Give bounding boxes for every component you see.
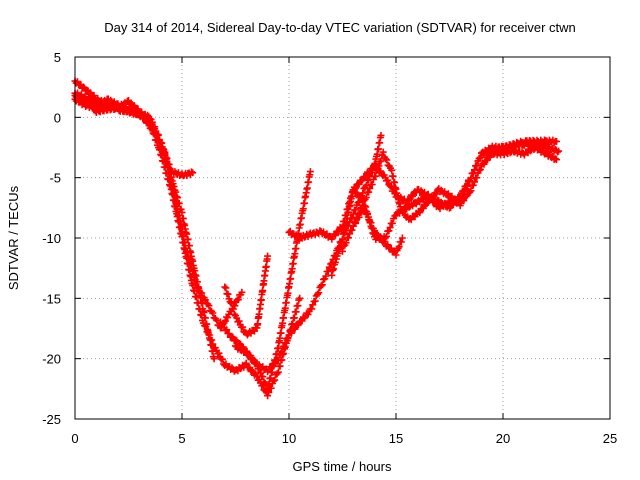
- y-tick-label: -20: [42, 352, 61, 367]
- y-tick-label: 0: [54, 110, 61, 125]
- y-tick-label: -5: [49, 171, 61, 186]
- y-tick-label: -15: [42, 291, 61, 306]
- series-track-11: [349, 203, 406, 259]
- series-track-6: [221, 252, 272, 339]
- x-tick-label: 0: [71, 431, 78, 446]
- x-tick-label: 25: [603, 431, 617, 446]
- y-tick-label: 5: [54, 50, 61, 65]
- series-markers: [221, 252, 272, 339]
- y-axis-title: SDTVAR / TECUs: [6, 185, 21, 290]
- y-tick-label: -25: [42, 412, 61, 427]
- series-markers: [349, 203, 406, 259]
- x-tick-label: 15: [389, 431, 403, 446]
- x-tick-label: 20: [496, 431, 510, 446]
- x-tick-label: 10: [282, 431, 296, 446]
- series-markers: [339, 139, 563, 255]
- y-axis-ticks: -25 -20 -15 -10 -5 0 5: [42, 50, 610, 427]
- x-tick-label: 5: [178, 431, 185, 446]
- y-tick-label: -10: [42, 231, 61, 246]
- chart-title: Day 314 of 2014, Sidereal Day-to-day VTE…: [104, 20, 576, 35]
- x-axis-title: GPS time / hours: [293, 459, 392, 474]
- series-track-10: [339, 139, 563, 255]
- x-axis-ticks: 0 5 10 15 20 25: [71, 57, 617, 446]
- data-series: [71, 77, 563, 400]
